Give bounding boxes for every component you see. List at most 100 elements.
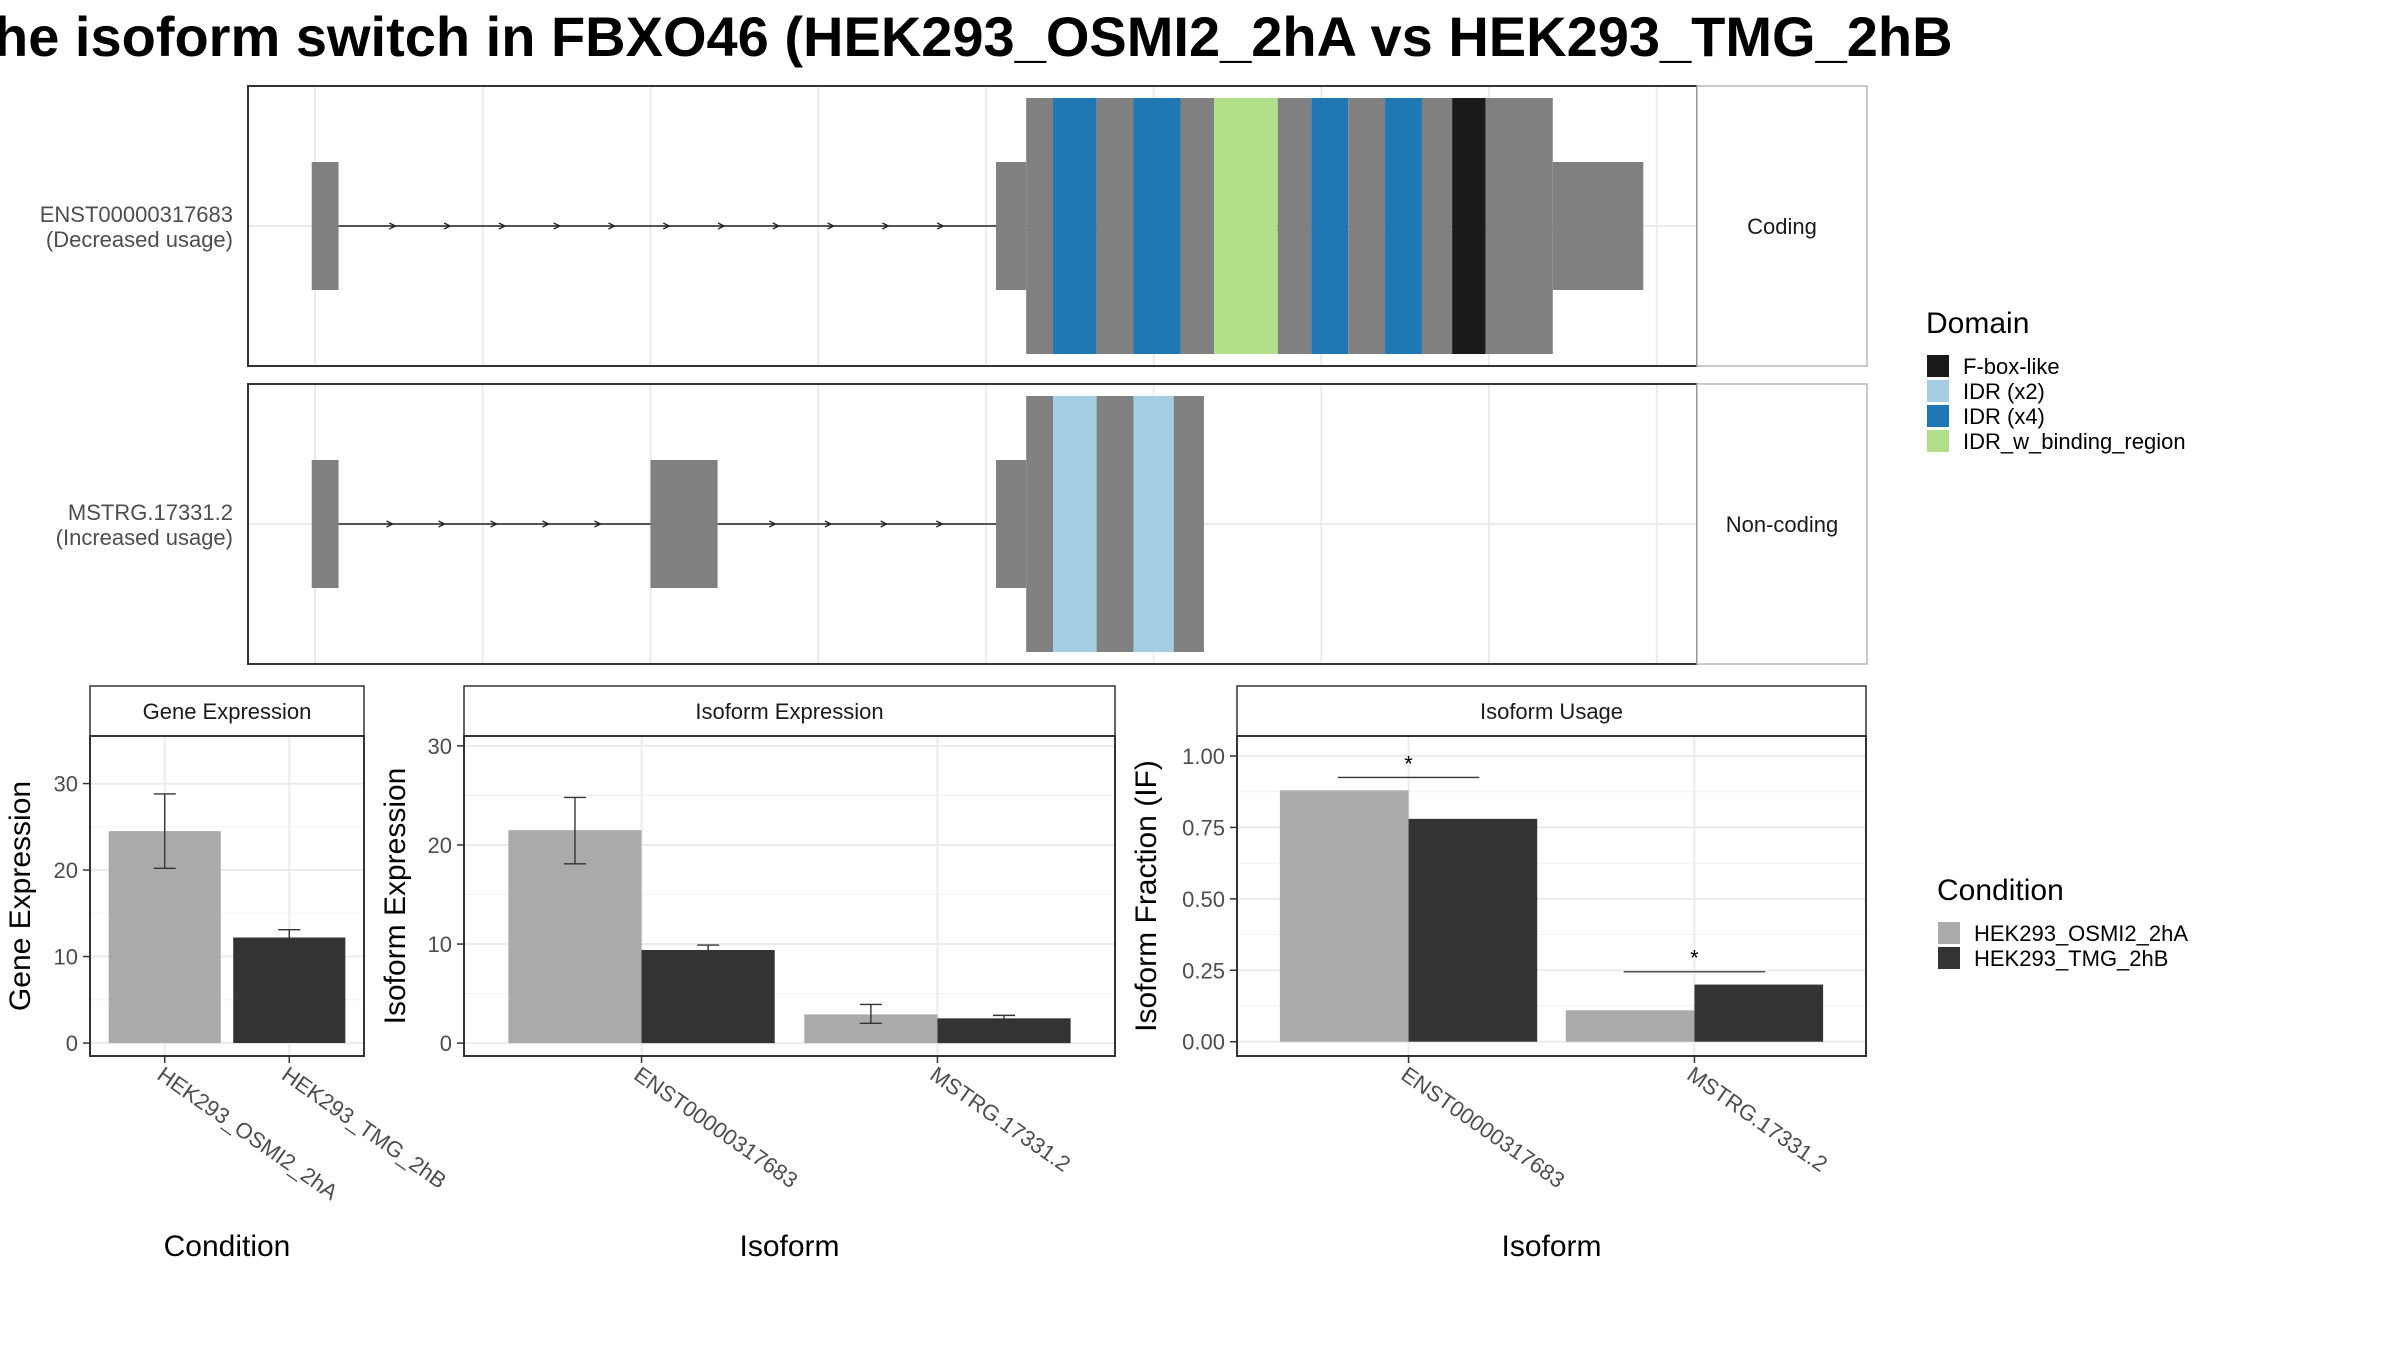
y-tick-label: 0.75: [1182, 815, 1225, 840]
domain-segment: [1214, 98, 1278, 354]
x-axis-title: Condition: [164, 1230, 291, 1263]
intron-direction-arrow: [498, 222, 507, 230]
y-tick-label: 10: [428, 932, 452, 957]
intron-direction-arrow: [936, 222, 945, 230]
domain-segment: [1133, 98, 1181, 354]
bar: [1408, 818, 1538, 1042]
y-tick-label: 0.25: [1182, 958, 1225, 983]
y-tick-label: 20: [54, 858, 78, 883]
intron-direction-arrow: [386, 520, 395, 528]
legend-swatch: [1938, 922, 1960, 944]
exon-utr: [311, 162, 339, 290]
exon-utr: [995, 460, 1027, 588]
legend-label: IDR (x4): [1963, 404, 2045, 429]
exon-cds: [1173, 396, 1204, 652]
domain-segment: [1452, 98, 1486, 354]
legend-label: F-box-like: [1963, 354, 2060, 379]
exon-cds: [1348, 98, 1386, 354]
significance-marker: *: [1690, 946, 1699, 971]
exon-cds: [1096, 396, 1134, 652]
bar: [508, 830, 642, 1044]
legend-label: HEK293_OSMI2_2hA: [1974, 921, 2188, 946]
y-tick-label: 10: [54, 945, 78, 970]
intron-direction-arrow: [768, 520, 777, 528]
y-tick-label: 20: [428, 833, 452, 858]
facet-strip-right: [1696, 383, 1868, 665]
bar: [1279, 790, 1409, 1042]
isoform-expression-chart: Isoform Expression 0 10 20 30 ENST00000317683…: [379, 685, 1116, 1263]
intron-direction-arrow: [443, 222, 452, 230]
x-axis-title: Isoform: [739, 1230, 839, 1263]
facet-strip-label: Coding: [1747, 214, 1817, 239]
transcript-label: MSTRG.17331.2: [68, 500, 233, 525]
legend-label: IDR_w_binding_region: [1963, 429, 2186, 454]
y-tick-label: 0.50: [1182, 887, 1225, 912]
transcript-label: ENST00000317683: [40, 202, 233, 227]
x-tick-label: ENST00000317683: [630, 1062, 803, 1193]
x-tick-label: MSTRG.17331.2: [1683, 1062, 1833, 1177]
condition-legend-title: Condition: [1937, 874, 2064, 907]
intron-direction-arrow: [882, 222, 890, 230]
facet-strip-label: Non-coding: [1726, 512, 1839, 537]
domain-segment: [1385, 98, 1422, 354]
exon-cds: [1096, 98, 1134, 354]
intron-direction-arrow: [389, 222, 397, 230]
domain-segment: [1053, 396, 1097, 652]
domain-legend-title: Domain: [1926, 307, 2029, 340]
x-tick-label: MSTRG.17331.2: [926, 1062, 1076, 1177]
bar: [233, 937, 346, 1044]
intron-direction-arrow: [936, 520, 944, 528]
exon-cds: [1277, 98, 1312, 354]
significance-marker: *: [1404, 751, 1413, 776]
legend-label: IDR (x2): [1963, 379, 2045, 404]
exon-utr: [995, 162, 1027, 290]
domain-segment: [1053, 98, 1097, 354]
facet-strip-label: Isoform Expression: [695, 699, 883, 724]
legend-swatch: [1927, 430, 1949, 452]
facet-strip-right: [1696, 85, 1868, 367]
domain-segment: [1311, 98, 1349, 354]
y-axis-title: Isoform Fraction (IF): [1130, 760, 1163, 1032]
isoform-usage-chart: Isoform Usage * * 0.00 0.25 0.50 0.75 1.00 ENST0…: [1130, 685, 1867, 1263]
exon-utr: [650, 460, 718, 588]
exon-cds: [1026, 396, 1053, 652]
exon-cds: [1180, 98, 1214, 354]
bar-panel-border: [89, 735, 365, 1057]
bar-panel-border: [463, 735, 1116, 1057]
y-tick-label: 30: [54, 772, 78, 797]
intron-direction-arrow: [542, 520, 550, 528]
exon-cds: [1026, 98, 1053, 354]
facet-strip-label: Isoform Usage: [1480, 699, 1623, 724]
intron-direction-arrow: [827, 222, 836, 230]
exon-utr: [1552, 162, 1644, 290]
bar: [641, 949, 775, 1044]
y-tick-label: 30: [428, 734, 452, 759]
intron-direction-arrow: [594, 520, 602, 528]
exon-utr: [311, 460, 339, 588]
transcript-label-usage: (Increased usage): [56, 525, 233, 550]
domain-segment: [1133, 396, 1174, 652]
intron-direction-arrow: [717, 222, 726, 230]
exon-cds: [1421, 98, 1453, 354]
bar: [937, 1018, 1071, 1044]
figure-title: he isoform switch in FBXO46 (HEK293_OSMI…: [0, 5, 1953, 68]
facet-strip-label: Gene Expression: [143, 699, 312, 724]
y-tick-label: 0.00: [1182, 1030, 1225, 1055]
exon-cds: [1485, 98, 1553, 354]
intron-direction-arrow: [490, 520, 498, 528]
y-axis-title: Isoform Expression: [379, 768, 412, 1025]
bar: [1565, 1010, 1695, 1042]
gene-structure-chart: Coding ENST00000317683(Decreased usage) No…: [40, 85, 1868, 665]
intron-direction-arrow: [553, 222, 562, 230]
legend-label: HEK293_TMG_2hB: [1974, 946, 2168, 971]
transcript-label-usage: (Decreased usage): [46, 227, 233, 252]
legend-swatch: [1927, 355, 1949, 377]
x-tick-label: ENST00000317683: [1397, 1062, 1570, 1193]
intron-direction-arrow: [880, 520, 889, 528]
intron-direction-arrow: [438, 520, 446, 528]
intron-direction-arrow: [824, 520, 833, 528]
intron-direction-arrow: [608, 222, 616, 230]
